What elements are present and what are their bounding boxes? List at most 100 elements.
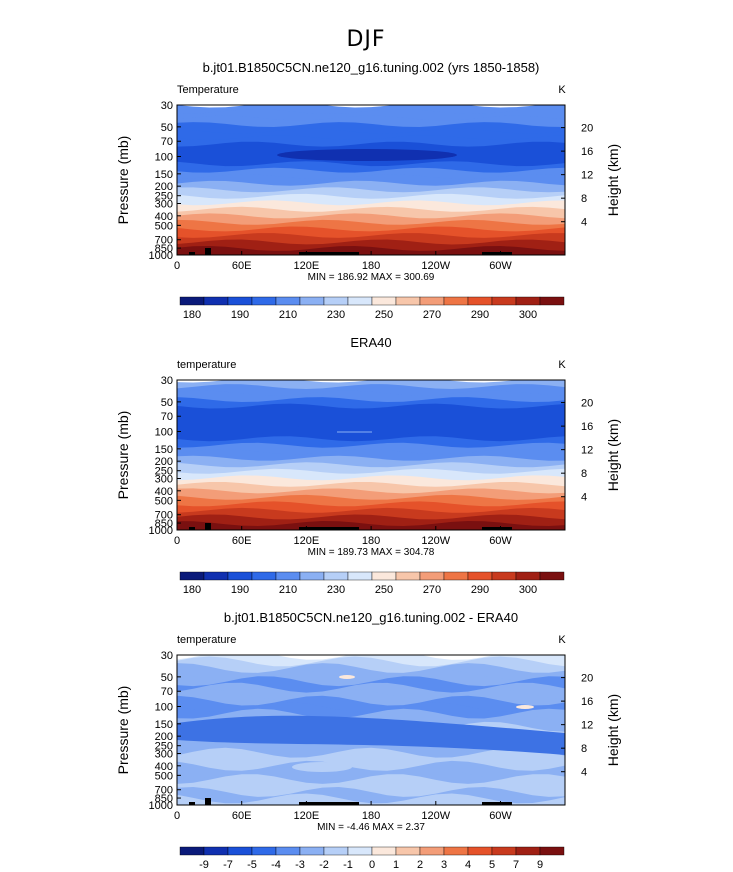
terrain-mask	[189, 527, 195, 530]
y2-tick-label: 20	[581, 398, 593, 410]
y2-tick-label: 8	[581, 743, 587, 755]
colorbar-label: 210	[279, 309, 297, 321]
colorbar-label: 9	[537, 859, 543, 871]
x-tick-label: 60E	[232, 260, 252, 272]
x-tick-label: 120W	[421, 535, 450, 547]
colorbar-swatch	[203, 846, 229, 856]
terrain-mask	[189, 802, 195, 805]
y-tick-label: 200	[155, 731, 173, 743]
colorbar-label: 2	[417, 859, 423, 871]
colorbar-label: 300	[519, 309, 537, 321]
x-tick-label: 180	[362, 535, 380, 547]
terrain-mask	[205, 798, 211, 805]
colorbar-swatch	[323, 296, 349, 306]
contour-band	[177, 793, 565, 805]
colorbar-label: 5	[489, 859, 495, 871]
colorbar-label: -9	[199, 859, 209, 871]
terrain-mask	[205, 523, 211, 530]
colorbar-label: -1	[343, 859, 353, 871]
x-tick-label: 0	[174, 535, 180, 547]
contour-field	[177, 380, 565, 530]
x-tick-label: 120E	[294, 260, 320, 272]
x-tick-label: 60W	[489, 260, 512, 272]
colorbar-label: 190	[231, 584, 249, 596]
colorbar-label: 230	[327, 584, 345, 596]
y2-tick-label: 4	[581, 767, 587, 779]
y2-axis-title: Height (km)	[605, 694, 621, 766]
y-tick-label: 1000	[149, 250, 173, 262]
season-title: DJF	[346, 27, 385, 52]
colorbar-swatch	[419, 846, 445, 856]
x-tick-label: 0	[174, 260, 180, 272]
min-max-stats: MIN = 186.92 MAX = 300.69	[308, 272, 435, 283]
colorbar-swatch	[299, 571, 325, 581]
colorbar-swatch	[299, 296, 325, 306]
y-axis-title: Pressure (mb)	[115, 136, 131, 225]
y2-tick-label: 8	[581, 193, 587, 205]
colorbar-swatch	[371, 846, 397, 856]
colorbar-label: 250	[375, 309, 393, 321]
colorbar-label: -7	[223, 859, 233, 871]
contour-band	[177, 521, 565, 530]
colorbar-swatch	[443, 296, 469, 306]
colorbar-swatch	[299, 846, 325, 856]
colorbar-swatch	[275, 296, 301, 306]
colorbar-label: 250	[375, 584, 393, 596]
colorbar-swatch	[203, 571, 229, 581]
colorbar-swatch	[443, 846, 469, 856]
colorbar-swatch	[419, 571, 445, 581]
colorbar-swatch	[371, 571, 397, 581]
panel-title: b.jt01.B1850C5CN.ne120_g16.tuning.002 - …	[224, 610, 518, 625]
y-tick-label: 300	[155, 473, 173, 485]
colorbar-swatch	[251, 846, 277, 856]
y-tick-label: 250	[155, 191, 173, 203]
y-tick-label: 70	[161, 686, 173, 698]
panels-group: b.jt01.B1850C5CN.ne120_g16.tuning.002 (y…	[115, 60, 621, 871]
y-tick-label: 200	[155, 456, 173, 468]
y-tick-label: 400	[155, 486, 173, 498]
colorbar-swatch	[491, 846, 517, 856]
terrain-mask	[299, 252, 359, 255]
colorbar-swatch	[539, 296, 565, 306]
negative-band	[177, 715, 565, 755]
y-tick-label: 150	[155, 719, 173, 731]
colorbar-label: 300	[519, 584, 537, 596]
colorbar-swatch	[491, 571, 517, 581]
y2-tick-label: 16	[581, 146, 593, 158]
colorbar-label: 180	[183, 584, 201, 596]
y-tick-label: 150	[155, 444, 173, 456]
y-tick-label: 850	[155, 243, 173, 255]
colorbar-label: -2	[319, 859, 329, 871]
y-tick-label: 50	[161, 122, 173, 134]
y-tick-label: 500	[155, 220, 173, 232]
colorbar-label: 290	[471, 309, 489, 321]
colorbar-swatch	[347, 846, 373, 856]
contour-field	[177, 655, 565, 805]
colorbar-label: 270	[423, 309, 441, 321]
units-label: K	[558, 359, 566, 371]
colorbar-swatch	[347, 296, 373, 306]
x-tick-label: 60W	[489, 535, 512, 547]
x-tick-label: 120W	[421, 260, 450, 272]
y-tick-label: 30	[161, 375, 173, 387]
colorbar-swatch	[395, 571, 421, 581]
terrain-mask	[205, 248, 211, 255]
colorbar-swatch	[323, 571, 349, 581]
x-tick-label: 60W	[489, 810, 512, 822]
panel-3: b.jt01.B1850C5CN.ne120_g16.tuning.002 - …	[115, 610, 621, 871]
positive-spot	[516, 705, 534, 709]
y-tick-label: 1000	[149, 800, 173, 812]
y2-axis-title: Height (km)	[605, 419, 621, 491]
colorbar-label: 3	[441, 859, 447, 871]
contour-band	[177, 246, 565, 255]
colorbar-swatch	[275, 571, 301, 581]
y-tick-label: 300	[155, 748, 173, 760]
colorbar-label: 180	[183, 309, 201, 321]
y-tick-label: 500	[155, 495, 173, 507]
colorbar-swatch	[539, 571, 565, 581]
y-tick-label: 850	[155, 518, 173, 530]
colorbar-label: -3	[295, 859, 305, 871]
colorbar-swatch	[515, 296, 541, 306]
colorbar-swatch	[227, 296, 253, 306]
